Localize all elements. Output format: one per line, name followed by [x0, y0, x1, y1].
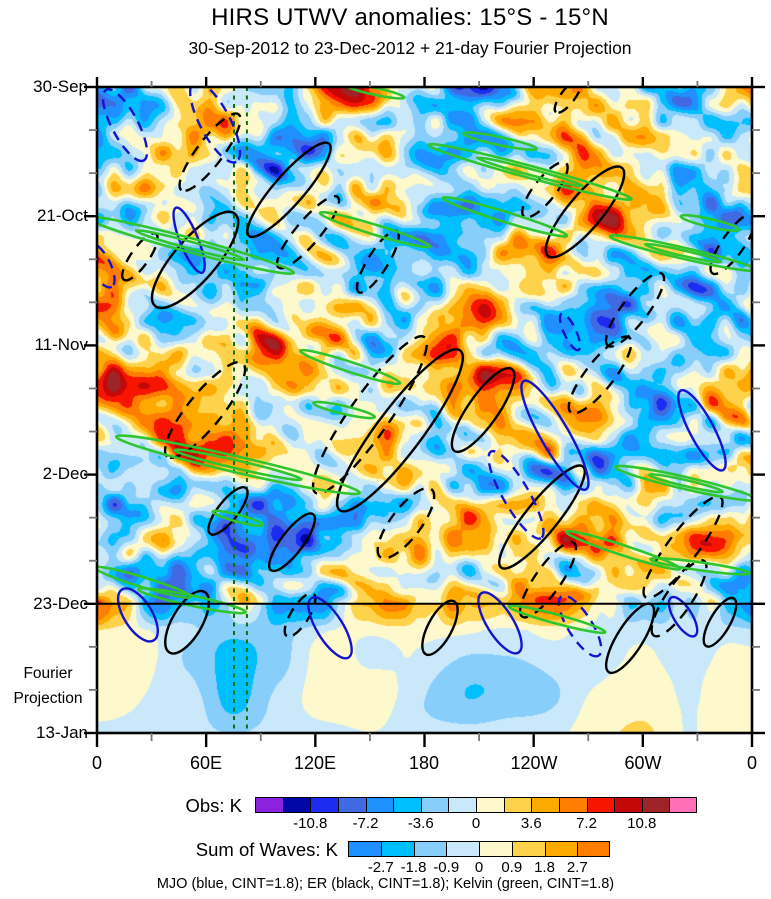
colorbar-cell [282, 797, 312, 813]
colorbar-tick-label: -7.2 [352, 815, 379, 832]
y-tick-label: 21-Oct [36, 206, 88, 225]
colorbar-cell [348, 841, 382, 857]
colorbar-tick-label: -10.8 [293, 815, 328, 832]
y-tick-label: 30-Sep [33, 77, 88, 96]
x-tick-label: 120E [293, 753, 337, 773]
colorbar-cell [337, 797, 367, 813]
fourier-projection-label-line2: Projection [13, 690, 83, 707]
x-tick-label: 0 [91, 753, 102, 773]
obs-colorbar-label: Obs: K [185, 795, 242, 816]
colorbar-cell [365, 797, 395, 813]
colorbar-cell [641, 797, 671, 813]
colorbar-cell [448, 797, 477, 813]
colorbar-tick-label: -2.7 [367, 859, 394, 876]
colorbar-cell [479, 841, 513, 857]
sum-colorbar: -2.7 -1.8 -0.9 0 0.9 1.8 2.7 [348, 841, 610, 879]
colorbar-cell [446, 841, 480, 857]
obs-colorbar: -10.8 -7.2 -3.6 0 3.6 7.2 10.8 [255, 797, 697, 835]
colorbar-cell [476, 797, 505, 813]
colorbar-tick-label: 0 [474, 859, 484, 876]
colorbar-tick-label: 2.7 [566, 859, 588, 876]
colorbar-cell [531, 797, 560, 813]
x-tick-label: 60W [624, 753, 662, 773]
colorbar-cell [420, 797, 450, 813]
colorbar-tick-label: -3.6 [407, 815, 434, 832]
page-title: HIRS UTWV anomalies: 15°S - 15°N [211, 4, 609, 31]
wave-legend-caption: MJO (blue, CINT=1.8); ER (black, CINT=1.… [156, 876, 615, 892]
fourier-projection-label-line1: Fourier [23, 665, 73, 682]
x-tick-label: 0 [746, 753, 757, 773]
x-tick-label: 180 [408, 753, 440, 773]
colorbar-tick-label: 7.2 [576, 815, 597, 832]
colorbar-tick-label: -1.8 [400, 859, 427, 876]
contour-field-canvas [97, 87, 752, 733]
colorbar-tick-label: -0.9 [433, 859, 460, 876]
y-tick-label: 13-Jan [36, 723, 88, 742]
colorbar-cell [310, 797, 339, 813]
sum-colorbar-label: Sum of Waves: K [195, 839, 338, 860]
colorbar-cell [511, 841, 546, 857]
y-tick-label: 23-Dec [33, 594, 88, 613]
colorbar-cell [669, 797, 697, 813]
colorbar-cell [503, 797, 533, 813]
colorbar-tick-label: 10.8 [627, 815, 657, 832]
colorbar-tick-label: 0.9 [501, 859, 523, 876]
x-tick-label: 120W [510, 753, 558, 773]
x-tick-label: 60E [189, 753, 223, 773]
colorbar-tick-label: 3.6 [520, 815, 542, 832]
colorbar-cell [255, 797, 284, 813]
page-subtitle: 30-Sep-2012 to 23-Dec-2012 + 21-day Four… [188, 38, 632, 58]
colorbar-cell [586, 797, 616, 813]
y-tick-label: 2-Dec [42, 464, 88, 483]
colorbar-cell [544, 841, 579, 857]
colorbar-tick-label: 1.8 [534, 859, 555, 876]
colorbar-cell [558, 797, 588, 813]
colorbar-cell [393, 797, 422, 813]
colorbar-cell [413, 841, 448, 857]
colorbar-cell [380, 841, 415, 857]
colorbar-tick-label: 0 [471, 815, 481, 832]
colorbar-cell [577, 841, 610, 857]
colorbar-cell [614, 797, 643, 813]
y-tick-label: 11-Nov [34, 335, 88, 354]
